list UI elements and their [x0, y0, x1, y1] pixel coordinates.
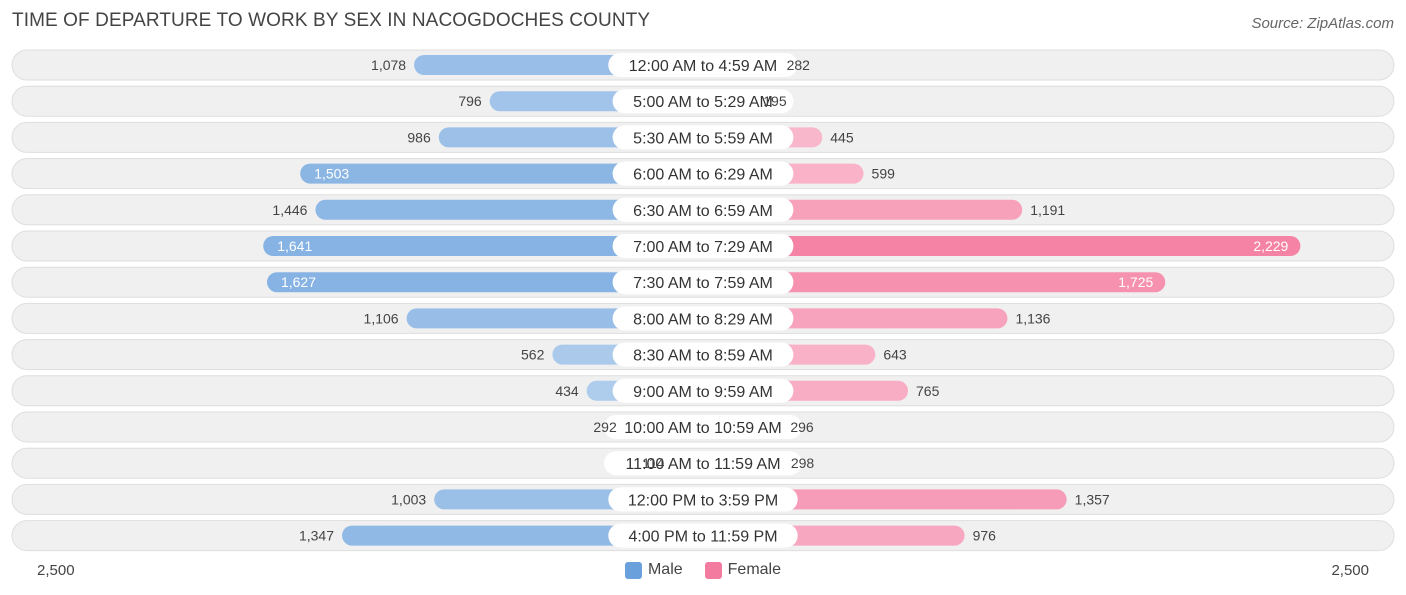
category-label: 8:00 AM to 8:29 AM — [633, 311, 773, 328]
value-label-female: 1,725 — [1118, 274, 1153, 290]
value-label-female: 1,136 — [1015, 310, 1050, 326]
value-label-male: 1,627 — [281, 274, 316, 290]
category-label-bg — [612, 161, 794, 186]
category-label-bg — [612, 306, 794, 331]
value-label-male: 1,641 — [277, 238, 312, 254]
category-label-bg — [612, 197, 794, 222]
value-label-female: 298 — [791, 455, 815, 471]
value-label-female: 976 — [973, 528, 997, 544]
category-label: 7:30 AM to 7:59 AM — [633, 275, 773, 292]
legend-label-female: Female — [727, 561, 782, 578]
category-label: 6:30 AM to 6:59 AM — [633, 203, 773, 220]
category-label: 12:00 AM to 4:59 AM — [629, 58, 778, 75]
bar-male — [300, 163, 703, 184]
bar-female — [703, 272, 1166, 293]
category-label-bg — [612, 342, 794, 367]
value-label-female: 282 — [787, 57, 811, 73]
value-label-male: 1,106 — [364, 310, 399, 326]
category-label: 5:00 AM to 5:29 AM — [633, 94, 773, 111]
category-label: 7:00 AM to 7:29 AM — [633, 239, 773, 256]
value-label-female: 296 — [790, 419, 814, 435]
category-label-bg — [612, 378, 794, 403]
value-label-male: 562 — [521, 347, 545, 363]
value-label-male: 114 — [642, 455, 665, 471]
value-label-male: 796 — [458, 93, 482, 109]
category-label: 10:00 AM to 10:59 AM — [624, 420, 781, 437]
value-label-female: 2,229 — [1253, 238, 1288, 254]
category-label-bg — [604, 451, 802, 476]
category-label-bg — [608, 523, 798, 548]
legend-swatch-female — [704, 561, 722, 579]
value-label-female: 195 — [763, 93, 787, 109]
legend-label-male: Male — [647, 561, 683, 578]
category-label-bg — [612, 234, 794, 258]
category-label: 6:00 AM to 6:29 AM — [633, 167, 773, 184]
source-label: Source: ZipAtlas.com — [1251, 15, 1394, 32]
category-label-bg — [612, 89, 794, 114]
value-label-male: 1,446 — [272, 202, 307, 218]
legend-item-male[interactable]: Male — [624, 561, 683, 579]
legend-swatch-male — [624, 561, 642, 579]
bar-female — [703, 236, 1301, 256]
category-label-bg — [604, 415, 802, 439]
legend-item-female[interactable]: Female — [704, 561, 782, 579]
value-label-male: 1,003 — [391, 491, 426, 507]
bar-male — [315, 199, 703, 220]
value-label-male: 1,078 — [371, 57, 406, 73]
bar-male — [266, 272, 703, 293]
category-label: 12:00 PM to 3:59 PM — [628, 492, 778, 509]
legend: Male Female — [0, 561, 1406, 579]
value-label-female: 643 — [883, 347, 907, 363]
axis-left-label: 2,500 — [37, 562, 75, 579]
category-label-bg — [608, 487, 798, 512]
value-label-female: 445 — [830, 129, 854, 145]
category-label-bg — [612, 125, 794, 150]
value-label-male: 1,347 — [299, 528, 334, 544]
category-label-bg — [612, 270, 794, 295]
value-label-female: 765 — [916, 383, 940, 399]
category-label: 4:00 PM to 11:59 PM — [628, 529, 777, 546]
category-label-bg — [608, 53, 798, 77]
value-label-female: 599 — [872, 166, 896, 182]
category-label: 9:00 AM to 9:59 AM — [633, 384, 773, 401]
category-label: 8:30 AM to 8:59 AM — [633, 348, 773, 365]
value-label-male: 1,503 — [314, 166, 349, 182]
value-label-female: 1,357 — [1075, 491, 1110, 507]
category-label: 11:00 AM to 11:59 AM — [625, 456, 780, 473]
axis-right-label: 2,500 — [1331, 562, 1369, 579]
category-label: 5:30 AM to 5:59 AM — [633, 130, 773, 147]
value-label-male: 292 — [593, 419, 617, 435]
chart-title: TIME OF DEPARTURE TO WORK BY SEX IN NACO… — [12, 10, 651, 31]
value-label-male: 986 — [407, 129, 431, 145]
value-label-female: 1,191 — [1030, 202, 1065, 218]
bar-male — [263, 236, 703, 256]
value-label-male: 434 — [555, 383, 579, 399]
